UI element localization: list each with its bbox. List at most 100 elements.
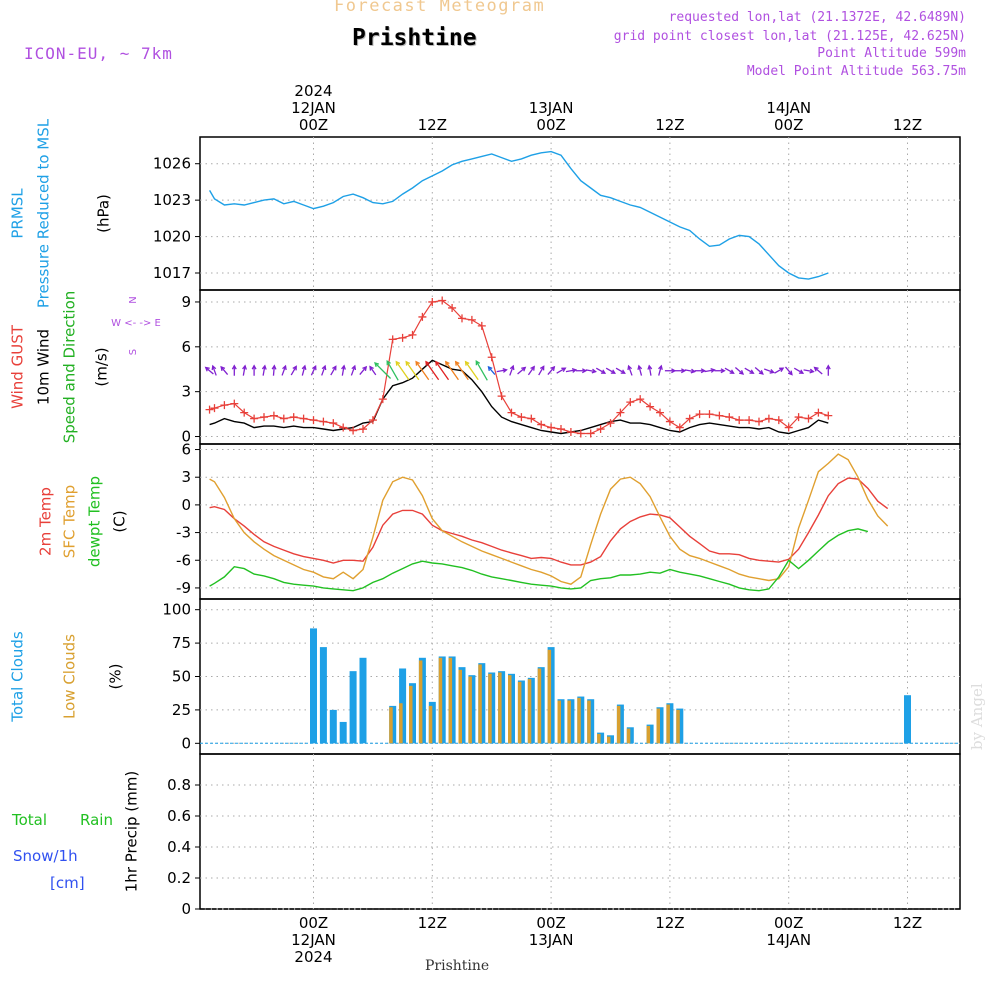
wind-direction-arrow: [575, 368, 588, 374]
gust-marker: [477, 321, 486, 330]
wind-direction-arrow: [341, 364, 346, 376]
bottom-time-label: 00Z: [774, 914, 803, 932]
arrow-head: [627, 364, 633, 371]
wind-direction-arrow: [445, 360, 459, 381]
arrow-head: [700, 368, 706, 374]
ytick-label-clouds: 100: [162, 601, 191, 619]
wind-direction-arrow: [538, 365, 545, 376]
low-cloud-bar: [517, 681, 522, 744]
arrow-head: [271, 364, 277, 370]
compass-north: N: [128, 296, 139, 303]
arrow-shaft: [395, 361, 410, 381]
arrow-shaft: [290, 366, 297, 376]
ytick-label-precip: 0.2: [167, 869, 191, 887]
wind-direction-arrow: [310, 364, 317, 376]
arrow-shaft: [405, 361, 420, 381]
gust-marker: [408, 330, 417, 339]
arrow-head: [779, 367, 785, 372]
low-cloud-bar: [488, 673, 492, 744]
ytick-label-precip: 0.6: [167, 807, 191, 825]
arrow-head: [561, 367, 567, 372]
ylabel-clouds: Low Clouds: [61, 634, 79, 719]
legend-total: Total: [11, 811, 47, 829]
arrow-shaft: [538, 366, 545, 376]
wind-direction-arrow: [271, 364, 277, 376]
ytick-label-wind: 0: [181, 428, 191, 446]
low-cloud-bar: [428, 705, 433, 744]
ylabel-wind: Speed and Direction: [61, 291, 79, 444]
gust-marker: [428, 297, 437, 306]
arrow-shaft: [330, 366, 337, 376]
gust-marker: [289, 413, 298, 422]
arrow-head: [321, 364, 327, 371]
gust-marker: [517, 413, 526, 422]
arrow-head: [591, 368, 597, 374]
arrow-shaft: [455, 361, 469, 381]
arrow-head: [729, 369, 735, 374]
arrow-head: [658, 364, 663, 370]
chart-title: Forecast Meteogram: [334, 0, 546, 16]
ylabel-wind: Wind GUST: [9, 324, 27, 409]
gust-marker: [230, 399, 239, 408]
wind-direction-arrow: [359, 365, 368, 375]
low-cloud-bar: [567, 700, 571, 744]
gust-marker: [220, 401, 229, 410]
arrow-head: [369, 365, 374, 371]
compass-west-east: W <- -> E: [111, 318, 161, 329]
wind-direction-arrow: [704, 367, 716, 373]
bottom-time-label: 00Z: [536, 914, 565, 932]
wind-direction-arrow: [204, 366, 214, 375]
ytick-label-clouds: 75: [172, 634, 191, 652]
wind-direction-arrow: [754, 367, 764, 375]
bottom-time-label: 00Z: [299, 914, 328, 932]
wind-direction-arrow: [220, 365, 229, 375]
arrow-shaft: [350, 365, 356, 376]
wind-direction-arrow: [496, 367, 508, 373]
arrow-shaft: [763, 368, 774, 374]
low-cloud-bar: [646, 725, 651, 744]
arrow-head: [720, 368, 726, 374]
arrow-head: [825, 364, 831, 370]
arrow-shaft: [212, 365, 217, 376]
arrow-shaft: [341, 365, 345, 376]
arrow-shaft: [220, 366, 229, 375]
low-cloud-bar: [399, 703, 403, 744]
arrow-shaft: [281, 365, 287, 376]
wind-direction-arrow: [425, 360, 440, 381]
ytick-label-clouds: 50: [172, 668, 191, 686]
arrow-shaft: [487, 366, 496, 375]
series-line-temperature-1: [209, 453, 889, 585]
footer-location: Prishtine: [425, 958, 490, 974]
arrow-head: [475, 360, 481, 366]
gust-marker: [497, 392, 506, 401]
ytick-label-pressure: 1020: [153, 228, 191, 246]
gust-marker: [596, 425, 605, 434]
gust-marker: [418, 312, 427, 321]
total-cloud-bar: [349, 671, 357, 744]
arrow-shaft: [595, 367, 606, 374]
bottom-time-label: 13JAN: [529, 931, 574, 949]
wind-direction-arrow: [647, 364, 653, 376]
wind-direction-arrow: [464, 360, 479, 381]
arrow-head: [312, 364, 317, 371]
gust-marker: [527, 414, 536, 423]
arrow-head: [539, 365, 545, 371]
wind-direction-arrow: [664, 368, 677, 374]
arrow-head: [425, 360, 430, 366]
arrow-shaft: [793, 367, 804, 374]
wind-direction-arrow: [369, 365, 377, 376]
arrow-head: [813, 366, 819, 372]
gust-marker: [388, 335, 397, 344]
gust-marker: [279, 414, 288, 423]
arrow-shaft: [556, 367, 566, 374]
arrow-head: [798, 369, 805, 374]
wind-direction-arrow: [527, 365, 535, 376]
arrow-head: [395, 360, 401, 366]
arrow-shaft: [754, 367, 764, 375]
arrow-shaft: [465, 361, 479, 381]
ytick-label-precip: 0.4: [167, 838, 191, 856]
low-cloud-bar: [597, 733, 601, 744]
arrow-shaft: [509, 365, 514, 376]
gust-marker: [814, 408, 823, 417]
